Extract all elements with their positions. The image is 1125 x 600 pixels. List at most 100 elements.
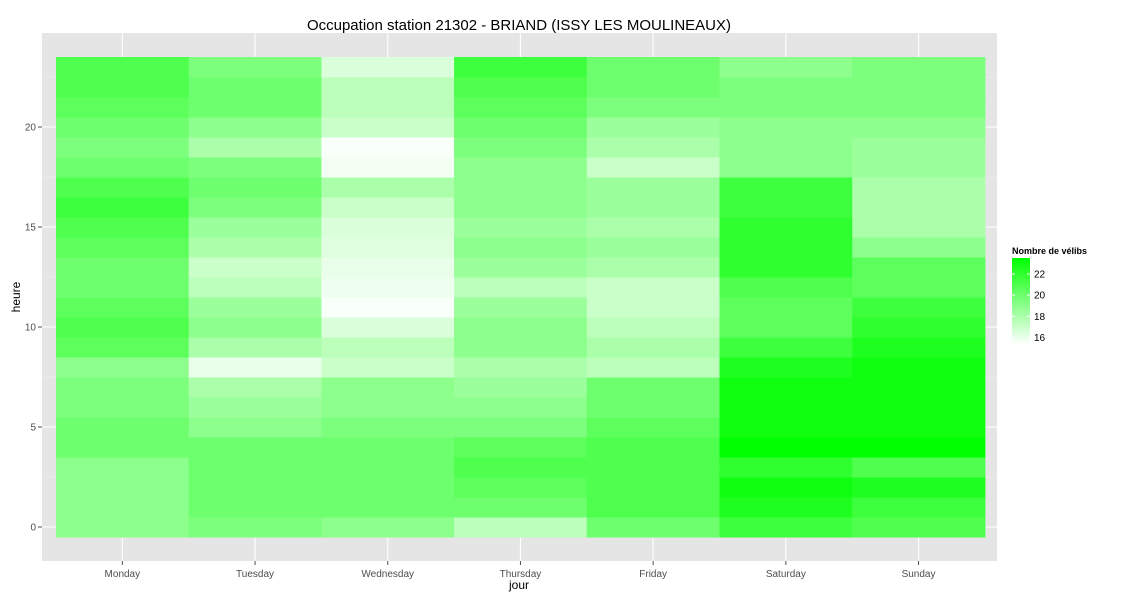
- heatmap-cell: [454, 397, 588, 418]
- legend-tick-label: 22: [1034, 269, 1046, 280]
- heatmap-cell: [321, 217, 455, 238]
- y-axis: 0 5 10 15 20: [25, 123, 42, 534]
- heatmap-cell: [321, 97, 455, 118]
- heatmap-cell: [56, 397, 190, 418]
- heatmap-cell: [719, 237, 853, 258]
- heatmap-cell: [586, 377, 720, 398]
- heatmap-cell: [454, 297, 588, 318]
- heatmap-cell: [188, 377, 322, 398]
- heatmap-cell: [321, 457, 455, 478]
- heatmap-cell: [719, 337, 853, 358]
- heatmap-cell: [719, 297, 853, 318]
- y-tick-label: 15: [25, 223, 37, 234]
- heatmap-cell: [719, 377, 853, 398]
- x-tick-label: Thursday: [500, 569, 542, 580]
- heatmap-cell: [586, 117, 720, 138]
- heatmap-cell: [586, 177, 720, 198]
- heatmap-cell: [586, 57, 720, 78]
- heatmap-cell: [188, 157, 322, 178]
- heatmap-cell: [56, 437, 190, 458]
- legend-tick-label: 16: [1034, 333, 1046, 344]
- heatmap-cell: [719, 417, 853, 438]
- heatmap-cell: [586, 297, 720, 318]
- heatmap-cell: [188, 197, 322, 218]
- heatmap-cell: [454, 497, 588, 518]
- heatmap-cell: [188, 297, 322, 318]
- x-axis: Monday Tuesday Wednesday Thursday Friday Satu…: [105, 561, 936, 580]
- heatmap-cell: [56, 237, 190, 258]
- heatmap-cell: [56, 477, 190, 498]
- heatmap-cell: [719, 437, 853, 458]
- heatmap-cell: [719, 397, 853, 418]
- heatmap-cell: [719, 57, 853, 78]
- heatmap-cell: [56, 177, 190, 198]
- heatmap-cell: [321, 197, 455, 218]
- heatmap-cell: [852, 377, 986, 398]
- x-tick-label: Wednesday: [361, 569, 414, 580]
- heatmap-cell: [586, 517, 720, 538]
- heatmap-cell: [852, 497, 986, 518]
- heatmap-cell: [586, 497, 720, 518]
- heatmap-cell: [188, 497, 322, 518]
- x-axis-title: jour: [508, 578, 529, 592]
- heatmap-cell: [454, 97, 588, 118]
- heatmap-cell: [321, 497, 455, 518]
- heatmap-cell: [719, 177, 853, 198]
- heatmap-cell: [56, 117, 190, 138]
- chart-title: Occupation station 21302 - BRIAND (ISSY …: [307, 17, 731, 34]
- heatmap-cell: [454, 437, 588, 458]
- heatmap-cell: [321, 437, 455, 458]
- heatmap-cell: [56, 357, 190, 378]
- heatmap-cell: [321, 297, 455, 318]
- heatmap-cell: [719, 197, 853, 218]
- heatmap-cell: [188, 317, 322, 338]
- y-tick-label: 10: [25, 323, 37, 334]
- heatmap-cell: [454, 517, 588, 538]
- heatmap-cell: [586, 357, 720, 378]
- heatmap-cell: [188, 517, 322, 538]
- heatmap-cell: [586, 397, 720, 418]
- heatmap-cell: [188, 357, 322, 378]
- heatmap-cell: [852, 357, 986, 378]
- heatmap-cell: [719, 357, 853, 378]
- heatmap-cell: [852, 477, 986, 498]
- heatmap-cell: [56, 297, 190, 318]
- heatmap-cells: [56, 57, 986, 538]
- heatmap-cell: [719, 217, 853, 238]
- heatmap-cell: [454, 77, 588, 98]
- heatmap-cell: [852, 417, 986, 438]
- heatmap-cell: [321, 57, 455, 78]
- heatmap-cell: [719, 517, 853, 538]
- heatmap-cell: [56, 157, 190, 178]
- heatmap-cell: [586, 477, 720, 498]
- heatmap-cell: [852, 437, 986, 458]
- heatmap-cell: [852, 217, 986, 238]
- heatmap-cell: [719, 157, 853, 178]
- heatmap-cell: [188, 337, 322, 358]
- heatmap-cell: [321, 277, 455, 298]
- heatmap-cell: [852, 137, 986, 158]
- heatmap-cell: [454, 357, 588, 378]
- heatmap-cell: [454, 157, 588, 178]
- legend-tick-label: 18: [1034, 312, 1046, 323]
- heatmap-cell: [454, 337, 588, 358]
- heatmap-cell: [321, 397, 455, 418]
- heatmap-cell: [852, 117, 986, 138]
- heatmap-cell: [719, 97, 853, 118]
- heatmap-cell: [719, 317, 853, 338]
- heatmap-cell: [852, 297, 986, 318]
- heatmap-cell: [188, 177, 322, 198]
- heatmap-cell: [56, 497, 190, 518]
- heatmap-cell: [586, 257, 720, 278]
- heatmap-cell: [56, 137, 190, 158]
- y-tick-label: 5: [30, 423, 36, 434]
- heatmap-cell: [188, 77, 322, 98]
- heatmap-cell: [586, 77, 720, 98]
- heatmap-cell: [188, 137, 322, 158]
- heatmap-cell: [454, 257, 588, 278]
- heatmap-cell: [56, 517, 190, 538]
- legend-ticks: 16 18 20 22: [1012, 269, 1046, 344]
- heatmap-cell: [852, 77, 986, 98]
- heatmap-cell: [454, 317, 588, 338]
- x-tick-label: Sunday: [902, 569, 936, 580]
